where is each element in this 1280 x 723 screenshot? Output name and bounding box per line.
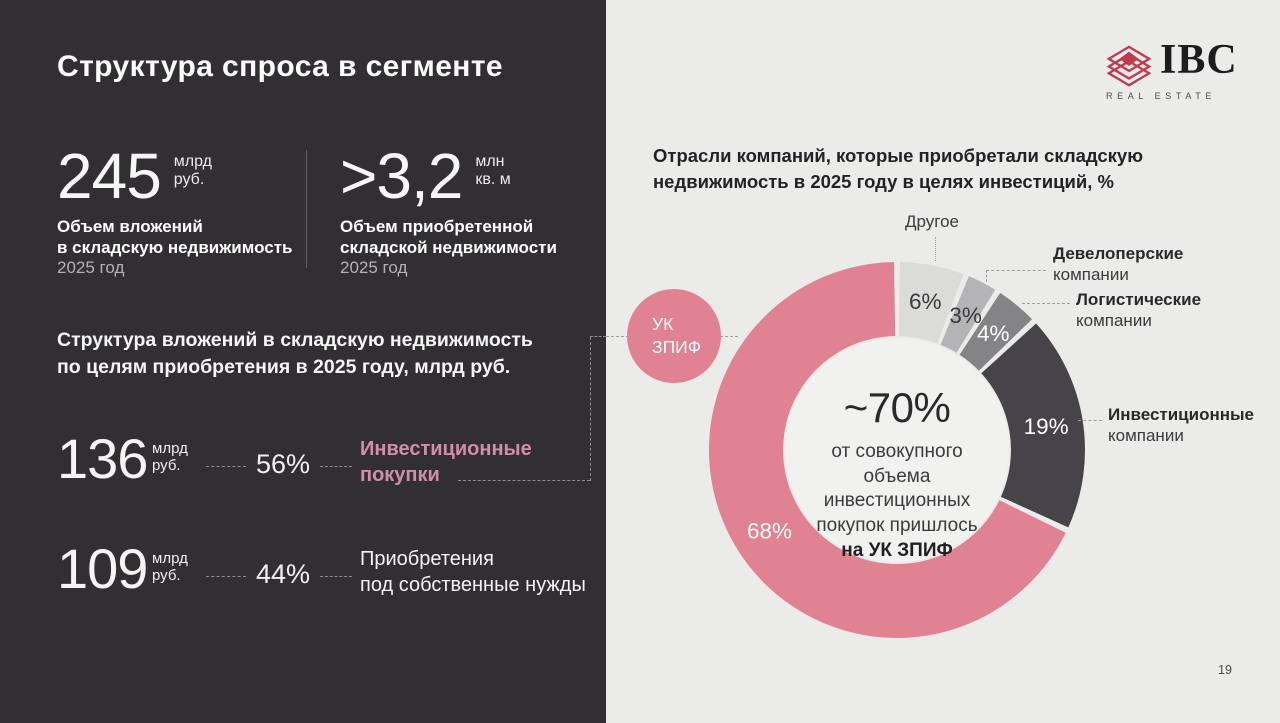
- dashed-connector: [206, 466, 246, 467]
- section-title-line: Структура вложений в складскую недвижимо…: [57, 329, 533, 351]
- chart-center-annotation: ~70% от совокупного объема инвестиционны…: [772, 384, 1022, 563]
- row-value: 109: [57, 537, 148, 600]
- donut-segment: [940, 276, 996, 353]
- left-panel: Структура спроса в сегменте 245 млрд руб…: [0, 0, 606, 723]
- section-title: Структура вложений в складскую недвижимо…: [57, 327, 533, 382]
- row-label-line: Приобретения: [360, 548, 494, 570]
- callout-investment-companies: Инвестиционные компании: [1108, 404, 1254, 447]
- callout-other: Другое: [905, 211, 959, 232]
- stat-unit-line: млрд: [173, 153, 212, 170]
- stat-desc-year: 2025 год: [57, 258, 125, 278]
- annotation-line: покупок пришлось: [816, 515, 978, 537]
- callout-developers: Девелоперские компании: [1053, 243, 1183, 286]
- stat-acquired-space: >3,2 млн кв. м Объем приобретенной склад…: [340, 140, 557, 279]
- page-number: 19: [1218, 663, 1232, 677]
- donut-hole: [785, 338, 1009, 562]
- bubble-line: УК: [652, 314, 674, 335]
- annotation-line: объема: [863, 465, 931, 487]
- stat-description: Объем приобретенной складской недвижимос…: [340, 217, 557, 279]
- chart-title-line: недвижимость в 2025 году в целях инвести…: [653, 170, 1114, 192]
- row-unit-line: млрд: [152, 550, 188, 567]
- row-label-line: покупки: [360, 463, 440, 486]
- bubble-line: ЗПИФ: [652, 337, 702, 357]
- section-title-line: по целям приобретения в 2025 году, млрд …: [57, 356, 511, 379]
- dashed-connector: [590, 336, 606, 337]
- callout-label: компании: [1053, 265, 1129, 285]
- stat-value: 245: [57, 140, 162, 212]
- donut-chart: 6% 3%4% 19% 68%: [708, 262, 1085, 638]
- stats-divider: [306, 150, 307, 268]
- stat-desc-line: Объем приобретенной: [340, 216, 534, 236]
- row-unit: млрд руб.: [152, 440, 188, 475]
- callout-label: Другое: [905, 212, 960, 231]
- stat-unit-line: млн: [475, 153, 505, 170]
- dashed-connector: [590, 337, 591, 481]
- logo-name: IBC: [1160, 37, 1238, 83]
- donut-segment-value: 19%: [1024, 414, 1069, 439]
- stat-desc-line: в складскую недвижимость: [57, 237, 293, 257]
- dashed-connector: [206, 576, 246, 577]
- uk-zpif-bubble: УК ЗПИФ: [627, 289, 721, 383]
- row-unit: млрд руб.: [152, 550, 188, 585]
- row-label-own-needs: Приобретения под собственные нужды: [360, 547, 586, 598]
- donut-segment: [959, 292, 1032, 371]
- stat-value: >3,2: [340, 140, 463, 212]
- slide-title: Структура спроса в сегменте: [57, 50, 504, 83]
- callout-logistics: Логистические компании: [1076, 289, 1201, 332]
- row-value: 136: [57, 427, 148, 490]
- stat-description: Объем вложений в складскую недвижимость …: [57, 217, 293, 279]
- dashed-connector: [986, 270, 1046, 271]
- stat-desc-line: Объем вложений: [57, 216, 203, 236]
- row-unit-line: руб.: [152, 456, 181, 474]
- callout-label: компании: [1108, 426, 1184, 446]
- callout-label: Инвестиционные: [1108, 405, 1254, 424]
- dashed-connector: [320, 576, 352, 577]
- chart-title: Отрасли компаний, которые приобретали ск…: [653, 143, 1143, 194]
- donut-segment-value: 68%: [747, 518, 792, 543]
- stat-desc-year: 2025 год: [340, 258, 408, 278]
- donut-segment: [708, 262, 1066, 638]
- donut-segment-value: 4%: [977, 321, 1010, 346]
- donut-segment: [981, 323, 1085, 528]
- stat-desc-line: складской недвижимости: [340, 237, 557, 257]
- stat-unit: млрд руб.: [174, 146, 212, 207]
- company-logo: IBC REAL ESTATE: [1104, 37, 1237, 101]
- donut-segment: [898, 262, 964, 344]
- row-percent: 56%: [255, 449, 311, 479]
- dashed-connector: [1022, 303, 1070, 304]
- row-unit-line: млрд: [152, 440, 188, 457]
- annotation-line: инвестиционных: [823, 490, 971, 512]
- row-label-line: под собственные нужды: [360, 573, 586, 596]
- row-label-line: Инвестиционные: [360, 438, 532, 460]
- callout-label: Девелоперские: [1053, 244, 1184, 263]
- callout-label: компании: [1076, 311, 1152, 331]
- dashed-connector: [1078, 420, 1102, 421]
- annotation-headline: ~70%: [843, 384, 951, 431]
- dashed-connector: [320, 466, 352, 467]
- logo-subtitle: REAL ESTATE: [1106, 91, 1216, 101]
- row-percent: 44%: [255, 559, 311, 589]
- donut-segment-value: 3%: [949, 303, 982, 328]
- annotation-line-bold: на УК ЗПИФ: [841, 539, 953, 561]
- dashed-connector: [986, 270, 987, 282]
- stat-unit: млн кв. м: [475, 146, 510, 207]
- annotation-line: от совокупного: [831, 441, 963, 462]
- chart-title-line: Отрасли компаний, которые приобретали ск…: [653, 145, 1143, 166]
- stat-unit-line: руб.: [173, 171, 205, 189]
- dotted-connector: [935, 237, 936, 261]
- stat-unit-line: кв. м: [475, 171, 511, 189]
- row-unit-line: руб.: [152, 566, 181, 584]
- diamond-stack-icon: [1106, 45, 1152, 87]
- dashed-connector: [458, 480, 590, 481]
- row-label-investment: Инвестиционные покупки: [360, 437, 532, 488]
- stat-investment-volume: 245 млрд руб. Объем вложений в складскую…: [57, 140, 293, 279]
- donut-segment-value: 6%: [909, 289, 942, 314]
- callout-label: Логистические: [1076, 290, 1202, 309]
